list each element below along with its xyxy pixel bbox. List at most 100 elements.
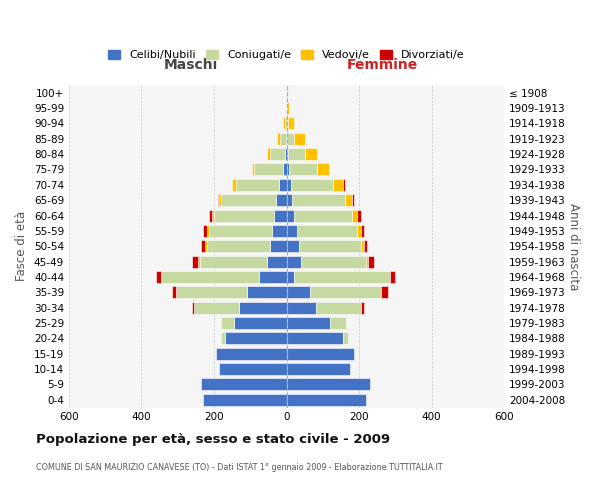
Bar [287,102,289,114]
Bar [292,194,344,206]
Bar [220,363,287,375]
Bar [225,332,287,344]
Bar [270,148,284,160]
Bar [277,133,280,144]
Bar [287,302,316,314]
Bar [274,210,287,222]
Bar [232,179,236,191]
Bar [352,194,353,206]
Bar [287,148,289,160]
Bar [221,332,225,344]
Text: Femmine: Femmine [347,58,418,72]
Bar [361,240,364,252]
Bar [266,256,287,268]
Bar [287,256,301,268]
Bar [295,133,305,144]
Bar [259,271,287,283]
Bar [283,164,287,175]
Bar [298,225,357,237]
Bar [305,148,317,160]
Bar [176,286,247,298]
Bar [209,225,272,237]
Bar [192,256,197,268]
Bar [343,179,345,191]
Bar [368,256,373,268]
Y-axis label: Fasce di età: Fasce di età [16,211,28,282]
Bar [202,240,205,252]
Bar [361,225,364,237]
Bar [203,225,207,237]
Bar [287,210,294,222]
Bar [247,286,287,298]
Bar [287,363,350,375]
Bar [390,271,395,283]
Bar [294,210,352,222]
Bar [287,225,298,237]
Bar [344,194,352,206]
Bar [283,118,284,130]
Bar [234,317,287,329]
Bar [287,240,299,252]
Bar [287,378,370,390]
Bar [332,179,343,191]
Y-axis label: Anni di nascita: Anni di nascita [566,202,580,290]
Bar [287,394,366,406]
Bar [287,179,291,191]
Bar [343,332,348,344]
Bar [289,118,294,130]
Bar [316,302,361,314]
Bar [212,210,214,222]
Text: Popolazione per età, sesso e stato civile - 2009: Popolazione per età, sesso e stato civil… [36,432,390,446]
Bar [203,394,287,406]
Bar [299,240,361,252]
Bar [197,256,199,268]
Bar [357,210,361,222]
Bar [194,302,239,314]
Bar [156,271,161,283]
Bar [214,210,274,222]
Bar [301,256,366,268]
Bar [317,164,329,175]
Bar [286,133,287,144]
Bar [205,240,207,252]
Bar [221,194,275,206]
Bar [357,225,361,237]
Bar [254,164,283,175]
Text: Maschi: Maschi [164,58,218,72]
Bar [209,210,212,222]
Bar [287,317,330,329]
Bar [330,317,346,329]
Bar [284,148,287,160]
Bar [361,302,364,314]
Bar [270,240,287,252]
Bar [221,317,234,329]
Bar [287,194,292,206]
Bar [252,164,254,175]
Bar [287,332,343,344]
Bar [279,179,287,191]
Bar [364,240,367,252]
Bar [294,271,390,283]
Bar [287,133,295,144]
Bar [310,286,381,298]
Bar [202,378,287,390]
Bar [287,286,310,298]
Bar [272,225,287,237]
Bar [381,286,388,298]
Bar [192,302,194,314]
Bar [218,194,220,206]
Bar [289,148,305,160]
Bar [287,348,353,360]
Bar [207,240,270,252]
Bar [239,302,287,314]
Bar [287,271,294,283]
Bar [236,179,279,191]
Bar [289,164,317,175]
Bar [352,210,357,222]
Bar [266,148,270,160]
Bar [291,179,332,191]
Bar [207,225,209,237]
Bar [287,164,289,175]
Bar [216,348,287,360]
Bar [280,133,286,144]
